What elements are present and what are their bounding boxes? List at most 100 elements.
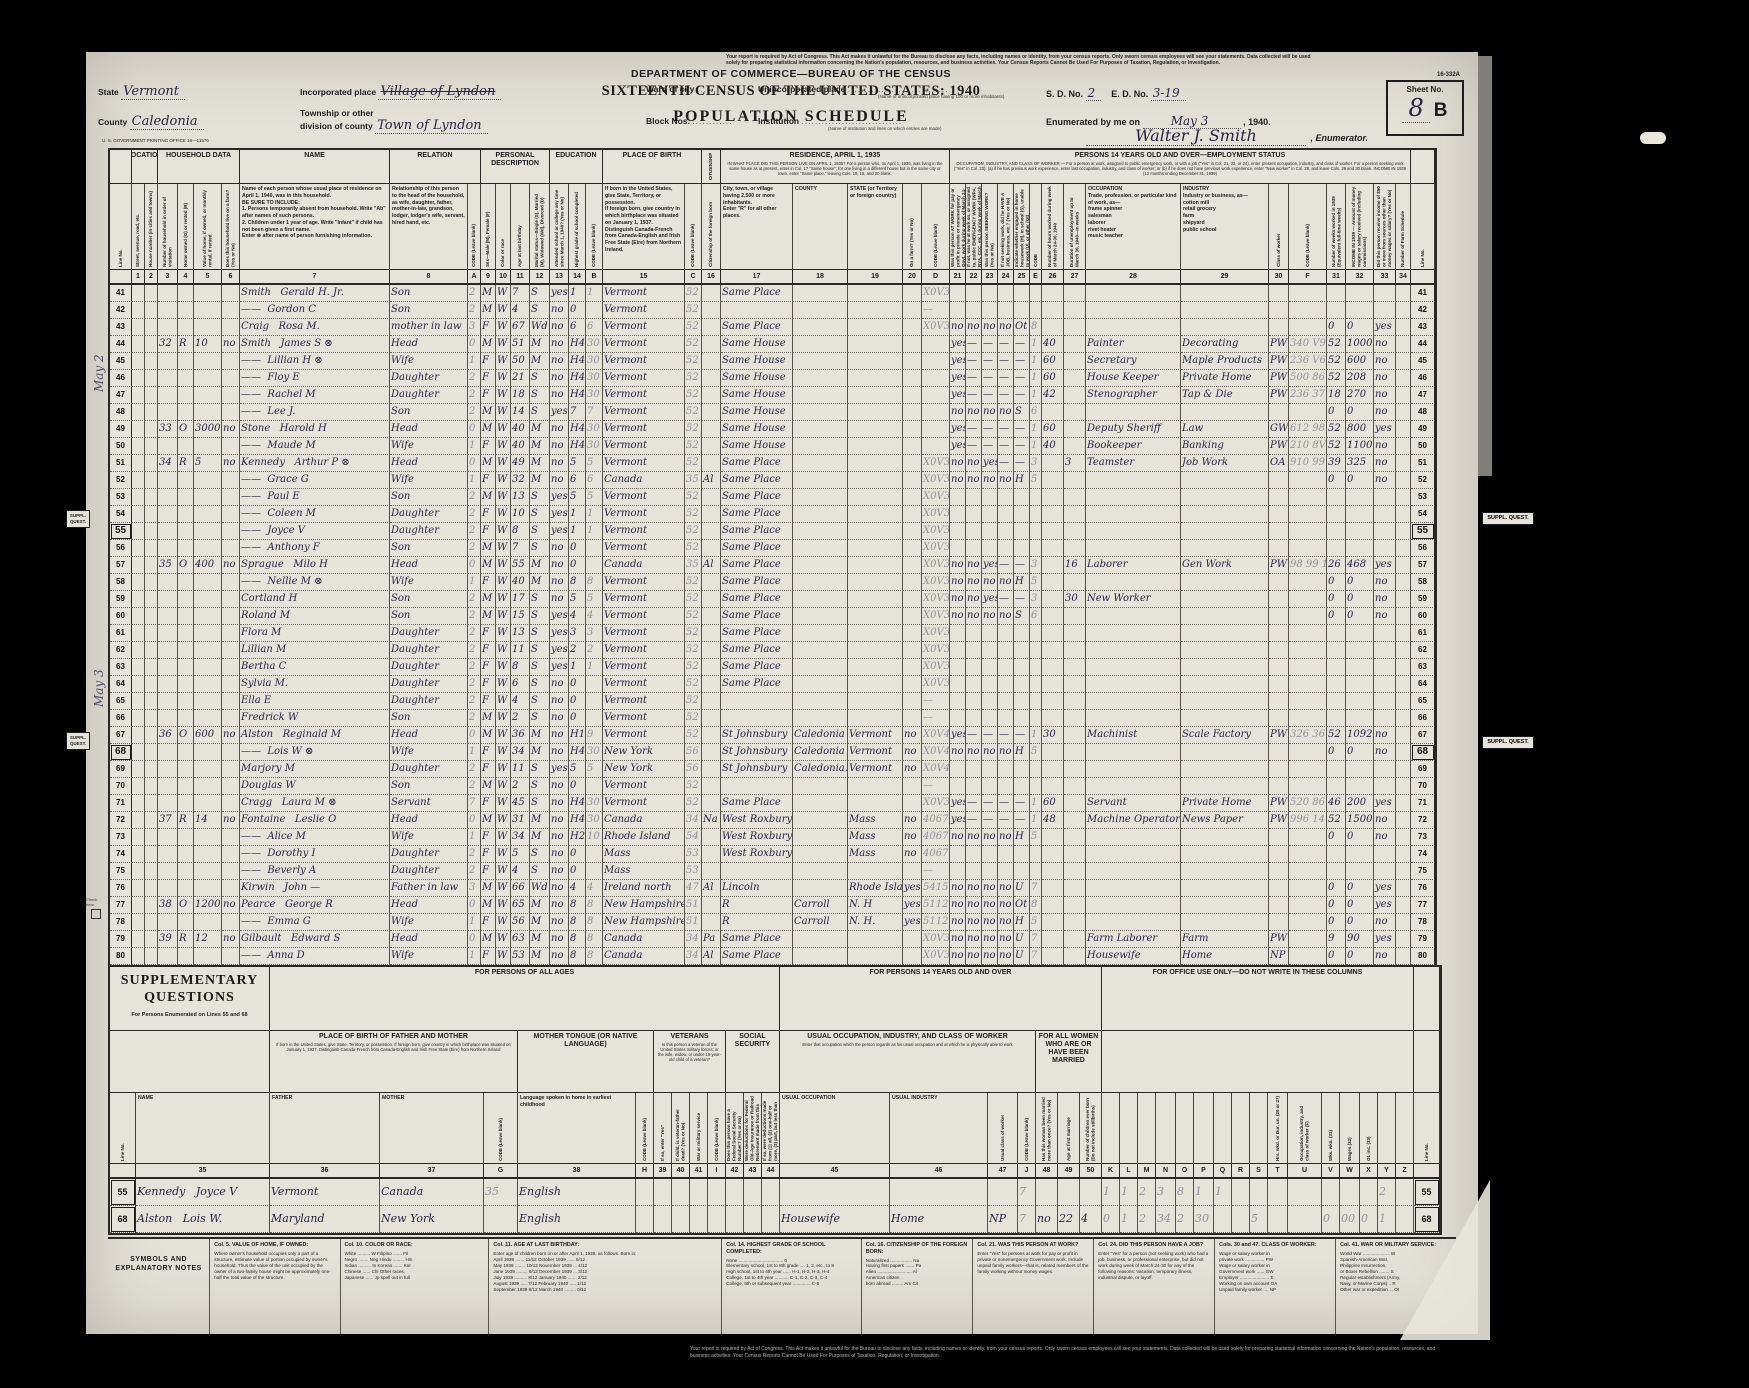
cell: 5: [569, 489, 586, 506]
cell: —: [982, 795, 998, 812]
cell: Maple Products: [1181, 353, 1269, 370]
cell: [158, 506, 178, 523]
cell: X0V4: [922, 761, 950, 778]
cell: 5: [1030, 574, 1042, 591]
cell: Vermont: [603, 421, 685, 438]
cell: Father in law: [390, 880, 468, 897]
column-description-text: Language spoken in home in earliest chil…: [520, 1095, 612, 1108]
cell: [222, 846, 240, 863]
cell: M: [530, 897, 550, 914]
cell: M: [530, 455, 550, 472]
cell: [145, 846, 158, 863]
cell: S: [530, 710, 550, 727]
column-description-text: CODE (Leave blank): [641, 1117, 647, 1161]
cell: Daughter: [390, 506, 468, 523]
cell: [1327, 693, 1346, 710]
cell: [194, 625, 222, 642]
cell: [132, 591, 145, 608]
cell: 56: [1411, 540, 1435, 557]
cell: 3: [468, 880, 481, 897]
cell: [1042, 778, 1064, 795]
cell: no: [903, 846, 922, 863]
institution-blank: ..............................: [801, 116, 903, 126]
cell: —: [922, 710, 950, 727]
cell: Vermont: [848, 727, 903, 744]
cell: no: [550, 829, 569, 846]
column-number: 42: [726, 1163, 744, 1179]
cell: [1086, 285, 1181, 302]
enumeration-date: May 3: [1142, 114, 1241, 129]
cell: 2: [468, 846, 481, 863]
cell: 1: [468, 829, 481, 846]
cell: [1327, 659, 1346, 676]
cell: Wife: [390, 829, 468, 846]
cell: [1289, 404, 1327, 421]
cell: 8: [569, 948, 586, 965]
cell: Son: [390, 540, 468, 557]
cell: [848, 608, 903, 625]
cell: 34: [158, 455, 178, 472]
cell: [194, 370, 222, 387]
cell: 1: [468, 744, 481, 761]
cell: —— Maude M: [240, 438, 390, 455]
cell: [1042, 659, 1064, 676]
cell: [1289, 914, 1327, 931]
column-number: G: [484, 1163, 518, 1179]
cell: U: [1014, 880, 1030, 897]
cell: Head: [390, 812, 468, 829]
cell: S: [530, 608, 550, 625]
column-description: Does this household live on a farm? (Yes…: [222, 184, 240, 269]
cell: 48: [110, 404, 132, 421]
cell: [1289, 591, 1327, 608]
cell: 1: [468, 914, 481, 931]
cell: [222, 880, 240, 897]
cell: —: [1014, 557, 1030, 574]
cell: 62: [1411, 642, 1435, 659]
cell: Cortland H: [240, 591, 390, 608]
group-subtext: IN WHAT PLACE DID THIS PERSON LIVE ON AP…: [727, 161, 943, 177]
column-number: 15: [603, 269, 685, 285]
cell: —: [966, 727, 982, 744]
enumerator-signature-block: Walter J. Smith , Enumerator.: [1086, 126, 1446, 146]
cell: [178, 693, 194, 710]
cell: [702, 761, 721, 778]
cell: [194, 387, 222, 404]
cell: [145, 795, 158, 812]
cell: [1086, 472, 1181, 489]
cell: W: [496, 472, 511, 489]
cell: —: [982, 370, 998, 387]
cell: no: [550, 948, 569, 965]
cell: [848, 506, 903, 523]
cell: 4067: [922, 812, 950, 829]
cell: Fontaine Leslie O: [240, 812, 390, 829]
cell: [793, 370, 848, 387]
cell: Vermont: [603, 455, 685, 472]
cell: 72: [1411, 812, 1435, 829]
cell: [1289, 897, 1327, 914]
cell: yes: [982, 455, 998, 472]
cell: OA: [1269, 455, 1289, 472]
cell: [903, 591, 922, 608]
column-description: Age at last birthday: [511, 184, 530, 269]
cell: [1042, 710, 1064, 727]
cell: [586, 710, 603, 727]
cell: [132, 676, 145, 693]
column-description-text: If child, is veteran-father dead? (Yes o…: [675, 1108, 686, 1161]
cell: [982, 625, 998, 642]
cell: 4: [586, 608, 603, 625]
cell: [1030, 676, 1042, 693]
cell: 1: [569, 523, 586, 540]
cell: 1100: [1346, 438, 1374, 455]
cell: no: [966, 897, 982, 914]
cell: no: [222, 727, 240, 744]
cell: [1396, 914, 1411, 931]
cell: PW: [1269, 387, 1289, 404]
cell: [1396, 863, 1411, 880]
cell: [1014, 285, 1030, 302]
cell: [194, 404, 222, 421]
institution-field: Institution ............................…: [758, 116, 942, 131]
cell: [793, 438, 848, 455]
